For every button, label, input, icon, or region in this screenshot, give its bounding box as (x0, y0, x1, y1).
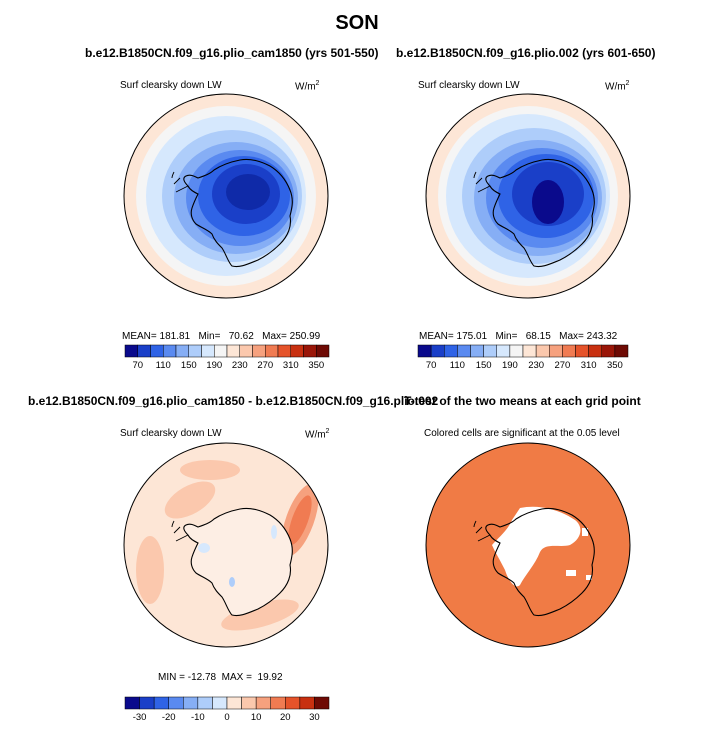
panel3-colorbar-label-3: 0 (224, 712, 229, 723)
panel3-units: W/m2 (305, 428, 330, 441)
panel1-colorbar-label-5: 270 (257, 360, 273, 371)
panel2-stats: MEAN= 175.01 Min= 68.15 Max= 243.32 (419, 331, 618, 342)
panel1-colorbar-swatch-9 (239, 344, 253, 358)
panel1-colorbar-swatch-3 (163, 344, 177, 358)
panel3-map (124, 443, 328, 647)
panel1-colorbar: 70 110 150 190 230 270 310 350 (124, 344, 330, 371)
panel2-colorbar-swatch-12 (575, 344, 589, 358)
panel2-colorbar-swatch-2 (444, 344, 458, 358)
panel3-colorbar-swatch-4 (183, 696, 199, 710)
panel2-colorbar-label-4: 230 (528, 360, 544, 371)
panel3-title: b.e12.B1850CN.f09_g16.plio_cam1850 - b.e… (28, 394, 439, 408)
panel2-colorbar-swatch-4 (470, 344, 484, 358)
panel2-colorbar-swatch-1 (430, 344, 445, 358)
panel1-colorbar-swatch-0 (124, 344, 138, 358)
panel4-nonsignificant-region (492, 506, 581, 587)
panel2-colorbar-swatch-9 (535, 344, 550, 358)
panel4-border (425, 442, 631, 648)
panel3-colorbar-swatch-12 (299, 696, 315, 710)
panel1-colorbar-swatch-12 (277, 344, 291, 358)
panel3-colorbar-swatch-7 (226, 696, 242, 710)
panel2-colorbar-label-2: 150 (476, 360, 492, 371)
panel2-colorbar-swatch-8 (522, 344, 537, 358)
panel1-border (123, 93, 329, 299)
panel3-colorbar-swatch-3 (168, 696, 184, 710)
panel1-colorbar-swatch-1 (137, 344, 151, 358)
panel1-map (124, 94, 328, 298)
panel2-colorbar-label-5: 270 (554, 360, 570, 371)
panel3-colorbar-swatch-2 (153, 696, 169, 710)
panel3-border (123, 442, 329, 648)
panel1-colorbar-swatch-2 (150, 344, 164, 358)
panel2-colorbar-label-7: 350 (607, 360, 623, 371)
panel1-colorbar-swatch-14 (303, 344, 317, 358)
panel1-colorbar-swatch-13 (290, 344, 304, 358)
panel1-colorbar-label-1: 110 (156, 360, 171, 371)
panel3-colorbar-label-2: -10 (191, 712, 205, 723)
panel1-colorbar-label-2: 150 (181, 360, 197, 371)
panel2-colorbar-label-3: 190 (502, 360, 518, 371)
panel3-colorbar-label-1: -20 (162, 712, 176, 723)
panel3-colorbar-swatch-6 (212, 696, 228, 710)
panel3-colorbar-label-4: 10 (251, 712, 262, 723)
panel3-colorbar-label-5: 20 (280, 712, 291, 723)
panel2-colorbar-swatch-7 (509, 344, 524, 358)
panel1-colorbar-swatch-11 (265, 344, 279, 358)
panel3-variable: Surf clearsky down LW (120, 428, 222, 439)
panel2-colorbar-swatch-14 (601, 344, 616, 358)
panel3-colorbar-label-6: 30 (309, 712, 320, 723)
panel1-title: b.e12.B1850CN.f09_g16.plio_cam1850 (yrs … (85, 46, 379, 60)
panel2-units: W/m2 (605, 80, 630, 93)
panel2-colorbar-label-6: 310 (581, 360, 597, 371)
panel2-colorbar-swatch-15 (614, 344, 629, 358)
panel3-colorbar-swatch-5 (197, 696, 213, 710)
panel2-colorbar-label-1: 110 (450, 360, 465, 371)
panel1-variable: Surf clearsky down LW (120, 80, 222, 91)
panel3-stats: MIN = -12.78 MAX = 19.92 (158, 672, 283, 683)
panel3-colorbar-swatch-8 (241, 696, 257, 710)
panel3-colorbar-swatch-0 (124, 696, 140, 710)
panel2-map (426, 94, 630, 298)
panel1-colorbar-swatch-15 (316, 344, 330, 358)
panel1-colorbar-label-6: 310 (283, 360, 299, 371)
panel2-colorbar-swatch-10 (549, 344, 563, 358)
panel1-units: W/m2 (295, 80, 320, 93)
panel4-title: T-test of the two means at each grid poi… (404, 394, 641, 408)
panel3-colorbar-swatch-11 (285, 696, 301, 710)
panel1-colorbar-label-7: 350 (308, 360, 324, 371)
panel1-colorbar-swatch-4 (175, 344, 189, 358)
panel1-colorbar-label-4: 230 (232, 360, 248, 371)
panel3-colorbar-swatch-10 (270, 696, 286, 710)
panel1-colorbar-swatch-10 (252, 344, 266, 358)
panel2-colorbar-swatch-0 (417, 344, 432, 358)
panel2-border (425, 93, 631, 299)
panel1-colorbar-swatch-6 (201, 344, 215, 358)
panel1-stats: MEAN= 181.81 Min= 70.62 Max= 250.99 (122, 331, 321, 342)
figure-title: SON (335, 12, 379, 34)
panel1-colorbar-label-0: 70 (132, 360, 143, 371)
panel1-colorbar-swatch-7 (214, 344, 228, 358)
panel3-colorbar-swatch-1 (139, 696, 155, 710)
panel3-colorbar-swatch-9 (255, 696, 271, 710)
panel2-colorbar-swatch-13 (588, 344, 602, 358)
panel2-colorbar-swatch-3 (457, 344, 471, 358)
panel2-colorbar-swatch-11 (562, 344, 576, 358)
panel1-colorbar-label-3: 190 (206, 360, 222, 371)
panel2-variable: Surf clearsky down LW (418, 80, 520, 91)
panel4-map (426, 443, 630, 647)
panel2-title: b.e12.B1850CN.f09_g16.plio.002 (yrs 601-… (396, 46, 656, 60)
panel2-colorbar: 70 110 150 190 230 270 310 350 (417, 344, 629, 371)
panel1-colorbar-swatch-8 (226, 344, 240, 358)
panel3-colorbar-label-0: -30 (133, 712, 147, 723)
panel1-colorbar-swatch-5 (188, 344, 202, 358)
panel3-colorbar: -30 -20 -10 0 10 20 30 (124, 696, 330, 723)
panel2-colorbar-swatch-5 (483, 344, 497, 358)
panel3-colorbar-swatch-13 (314, 696, 330, 710)
panel2-colorbar-swatch-6 (496, 344, 511, 358)
panel2-colorbar-label-0: 70 (426, 360, 437, 371)
panel4-subtitle: Colored cells are significant at the 0.0… (424, 428, 620, 439)
